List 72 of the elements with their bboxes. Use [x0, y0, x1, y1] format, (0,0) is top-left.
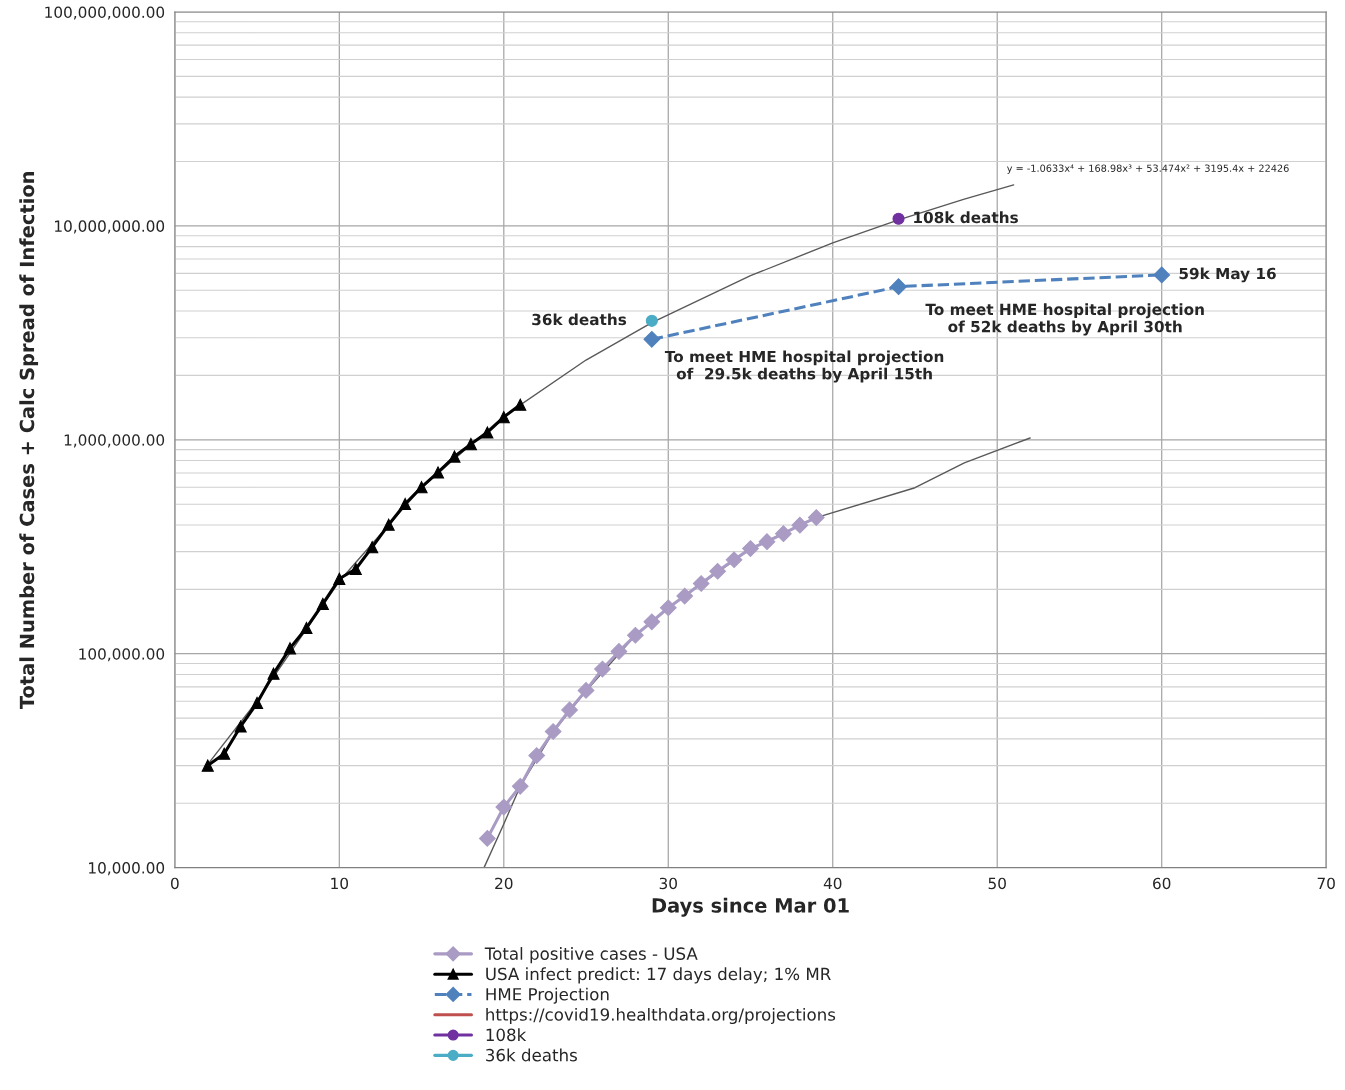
point: [478, 830, 496, 847]
point: [791, 516, 809, 534]
point: [890, 278, 907, 296]
legend-label: USA infect predict: 17 days delay; 1% MR: [486, 967, 831, 984]
point: [659, 599, 677, 617]
point: [594, 660, 611, 678]
point: [201, 759, 214, 772]
y-tick-label: 100,000,000.00: [45, 6, 165, 20]
point: [464, 438, 477, 451]
point: [382, 518, 395, 531]
x-tick-label: 30: [659, 877, 677, 890]
point: [627, 626, 644, 644]
y-tick-label: 1,000,000.00: [64, 434, 165, 448]
annotation: 36k deaths: [532, 313, 627, 326]
point: [495, 798, 513, 816]
point: [544, 723, 562, 740]
annotation: To meet HME hospital projection of 29.5k deaths by April 15th: [664, 350, 944, 383]
point: [448, 450, 461, 463]
point: [234, 720, 247, 733]
legend-label: Total positive cases - USA: [484, 947, 698, 964]
point: [481, 426, 494, 439]
y-tick-label: 10,000,000.00: [55, 220, 165, 234]
point: [415, 481, 428, 494]
legend-label: 36k deaths: [486, 1048, 577, 1062]
point: [528, 747, 546, 764]
point: [742, 540, 759, 557]
point: [758, 533, 776, 551]
y-axis-title: Total Number of Cases + Calc Spread of Infection: [19, 171, 39, 710]
legend-label: 108k: [486, 1028, 527, 1042]
x-tick-label: 70: [1317, 877, 1335, 890]
point: [514, 398, 527, 411]
point: [251, 696, 264, 709]
x-tick-label: 20: [495, 877, 513, 890]
point: [892, 212, 905, 225]
point: [511, 777, 529, 795]
annotation: 108k deaths: [914, 211, 1018, 224]
x-tick-label: 10: [331, 877, 349, 890]
point: [725, 551, 743, 569]
point: [676, 587, 694, 605]
point: [399, 497, 412, 511]
point: [643, 613, 661, 631]
legend-label: https://covid19.healthdata.org/projections: [486, 1007, 836, 1025]
x-tick-label: 60: [1153, 877, 1171, 890]
point: [643, 330, 661, 348]
x-axis-title: Days since Mar 01: [652, 897, 849, 917]
point: [645, 314, 658, 327]
annotation: y = -1.0633x⁴ + 168.98x³ + 53.474x² + 3195.4x + 22426: [1007, 164, 1289, 174]
point: [709, 562, 726, 580]
point: [561, 701, 578, 719]
point: [610, 643, 628, 660]
point: [300, 621, 313, 635]
y-tick-label: 10,000.00: [89, 862, 165, 876]
point: [267, 667, 280, 680]
legend-label: HME Projection: [486, 987, 609, 1004]
point: [775, 525, 792, 543]
point: [349, 562, 362, 576]
x-tick-label: 40: [823, 877, 842, 890]
point: [1153, 266, 1171, 284]
y-tick-label: 100,000.00: [79, 648, 165, 662]
point: [692, 575, 710, 592]
point: [366, 541, 379, 554]
point: [333, 572, 346, 585]
point: [316, 597, 329, 610]
x-tick-label: 50: [988, 877, 1006, 890]
annotation: 59k May 16: [1179, 267, 1276, 283]
point: [807, 509, 825, 526]
point: [577, 682, 595, 699]
point: [218, 747, 231, 760]
annotation: To meet HME hospital projection of 52k deaths by April 30th: [925, 303, 1204, 336]
point: [283, 642, 297, 655]
x-tick-label: 0: [171, 877, 179, 890]
point: [431, 466, 445, 479]
